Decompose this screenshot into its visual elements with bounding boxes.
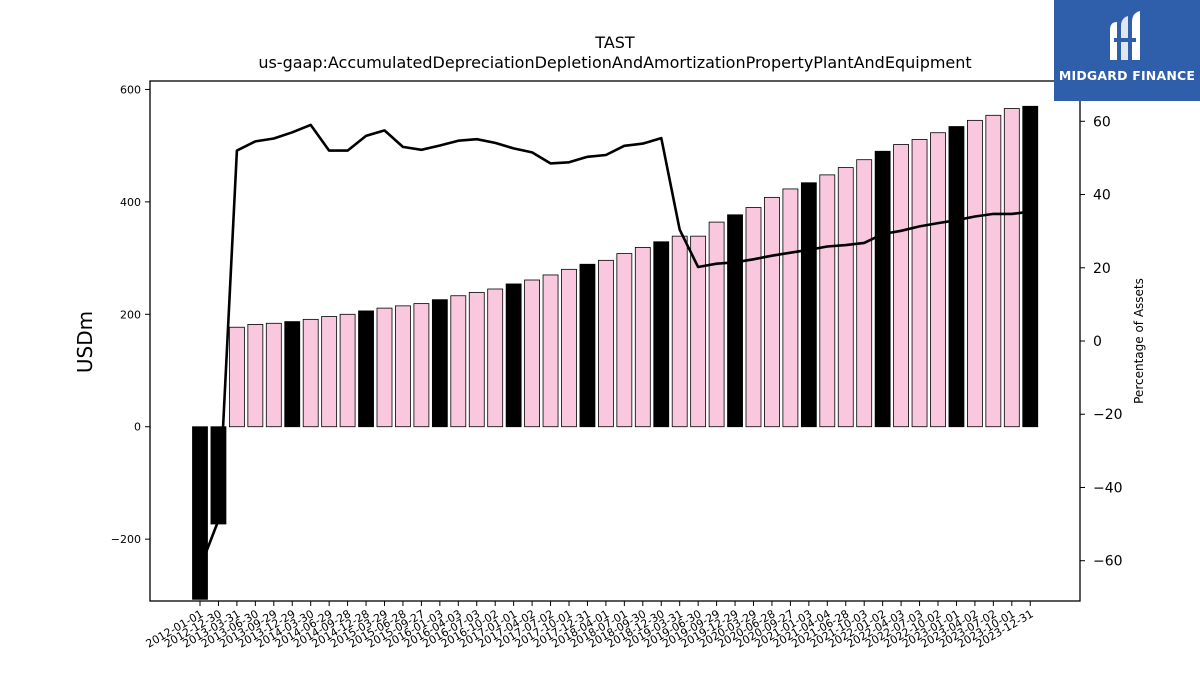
y-tick-label: 600 <box>120 83 141 96</box>
bar <box>671 235 688 428</box>
bar <box>1022 105 1039 428</box>
percentage-line <box>198 123 1031 569</box>
bar <box>561 268 577 428</box>
bar <box>745 207 762 428</box>
bar <box>837 167 854 428</box>
bar <box>1003 108 1020 428</box>
bar <box>598 259 614 428</box>
bar <box>911 139 928 428</box>
brand-logo: MIDGARD FINANCE <box>1054 0 1200 101</box>
bar <box>690 235 707 428</box>
bar <box>634 246 651 428</box>
chart-title: TAST <box>594 33 635 52</box>
bar <box>192 426 208 600</box>
bar <box>431 299 448 428</box>
bar <box>800 182 817 428</box>
bar <box>339 313 356 428</box>
bar <box>450 295 467 428</box>
y-right-tick-label: 60 <box>1093 114 1111 130</box>
bar <box>856 159 873 428</box>
bar <box>948 126 965 428</box>
bar <box>302 318 319 428</box>
bar <box>819 174 836 428</box>
bar <box>395 305 411 428</box>
logo-mark-icon <box>1110 11 1140 60</box>
bar <box>228 326 245 428</box>
bar <box>358 310 374 428</box>
y-right-tick-label: −40 <box>1093 480 1123 496</box>
y-right-tick-label: −60 <box>1093 554 1123 570</box>
y-axis-label: USDm <box>73 311 97 373</box>
bar <box>930 132 946 428</box>
bar <box>579 263 596 428</box>
bar <box>321 316 338 428</box>
bar <box>413 303 430 428</box>
bar <box>247 324 264 428</box>
bar <box>874 150 891 428</box>
bar <box>376 307 393 428</box>
bar <box>542 274 559 428</box>
chart-subtitle: us-gaap:AccumulatedDepreciationDepletion… <box>258 53 971 72</box>
bar <box>616 253 633 428</box>
y-tick-label: 0 <box>134 421 141 434</box>
y-right-tick-label: 0 <box>1093 334 1102 350</box>
bar <box>505 283 522 428</box>
right-axis: −60 −40 −20 0 20 40 60 <box>1080 114 1123 570</box>
y-right-tick-label: −20 <box>1093 407 1123 423</box>
bar <box>284 321 301 428</box>
bar <box>764 196 780 428</box>
bar <box>468 291 485 428</box>
y-tick-label: 400 <box>120 196 141 209</box>
bar <box>967 119 983 428</box>
logo-text: MIDGARD FINANCE <box>1058 68 1196 83</box>
bar <box>727 214 743 428</box>
bar <box>653 241 670 428</box>
bar <box>782 188 799 428</box>
y-right-tick-label: 20 <box>1093 261 1111 277</box>
bar <box>265 322 282 428</box>
y-axis-right-label: Percentage of Assets <box>1132 278 1146 404</box>
y-right-tick-label: 40 <box>1093 188 1111 204</box>
bars-group <box>192 105 1039 600</box>
bar <box>524 279 540 428</box>
y-tick-label: −200 <box>111 533 141 546</box>
x-axis: 2012-01-012012-12-302013-03-312013-06-30… <box>144 601 1036 651</box>
bar <box>487 288 504 428</box>
left-axis: −200 0 200 400 600 <box>111 83 150 546</box>
bar <box>708 221 725 428</box>
y-tick-label: 200 <box>120 308 141 321</box>
bar <box>985 114 1002 428</box>
bar <box>893 144 909 428</box>
